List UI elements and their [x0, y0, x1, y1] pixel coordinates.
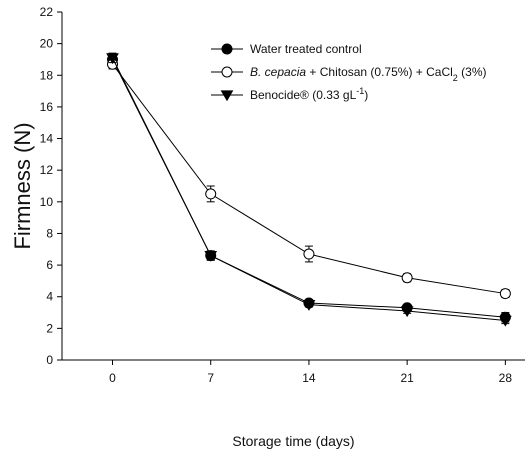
x-tick-label: 28: [499, 371, 513, 385]
data-point: [499, 288, 511, 300]
legend-item-1: Water treated control: [211, 42, 362, 56]
plot-area: 0 2 4 6 8 10 12 14 16 18 20 22 0 7 14 21 28: [40, 5, 525, 385]
y-tick-label: 22: [40, 5, 54, 19]
y-tick-label: 10: [40, 195, 54, 209]
x-tick-label: 21: [400, 371, 414, 385]
legend-marker: [221, 66, 233, 78]
legend-marker: [221, 43, 233, 55]
legend-item-2: B. cepacia + Chitosan (0.75%) + CaCl2 (3…: [211, 65, 486, 83]
y-tick-label: 4: [46, 290, 53, 304]
data-point: [498, 315, 512, 327]
x-axis-title: Storage time (days): [232, 433, 354, 449]
data-point: [205, 188, 217, 200]
data-point: [303, 248, 315, 260]
x-tick-label: 7: [207, 371, 214, 385]
data-point: [302, 300, 316, 311]
y-tick-label: 0: [46, 353, 53, 367]
legend-label: Water treated control: [250, 42, 362, 56]
y-tick-label: 12: [40, 163, 54, 177]
series-3: [106, 52, 512, 327]
data-point: [400, 306, 414, 318]
legend-label: Benocide® (0.33 gL-1): [250, 86, 368, 102]
x-tick-label: 14: [302, 371, 316, 385]
y-tick-label: 8: [46, 226, 53, 240]
y-tick-label: 18: [40, 68, 54, 82]
y-tick-label: 14: [40, 132, 54, 146]
y-axis-title: Firmness (N): [10, 122, 35, 249]
legend-marker: [220, 90, 234, 102]
y-tick-label: 16: [40, 100, 54, 114]
data-point: [401, 272, 413, 284]
legend-item-3: Benocide® (0.33 gL-1): [211, 86, 368, 102]
y-tick-label: 2: [46, 321, 53, 335]
legend-label: B. cepacia + Chitosan (0.75%) + CaCl2 (3…: [250, 65, 486, 83]
data-point: [204, 250, 218, 262]
y-tick-label: 6: [46, 258, 53, 272]
data-point: [106, 53, 119, 65]
x-tick-label: 0: [109, 371, 116, 385]
y-tick-label: 20: [40, 37, 54, 51]
legend: Water treated control B. cepacia + Chitos…: [211, 42, 486, 102]
series-2: [107, 58, 511, 300]
